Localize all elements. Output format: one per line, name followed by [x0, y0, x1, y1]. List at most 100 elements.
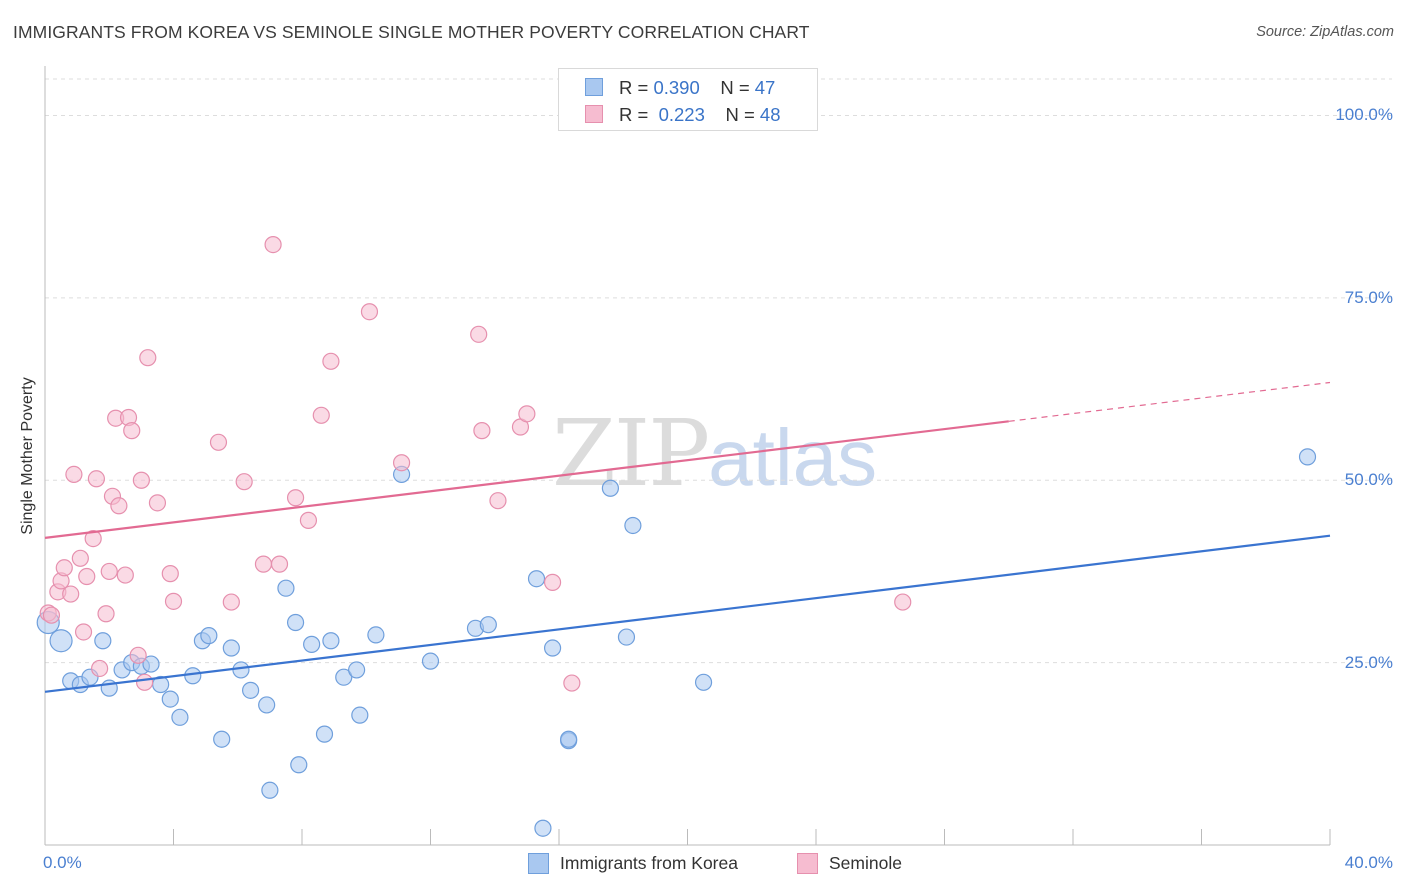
n-value: 48 [759, 104, 781, 125]
point-seminole [473, 422, 491, 440]
trend-line-korea [44, 534, 1331, 693]
point-korea [258, 696, 276, 714]
point-seminole [139, 349, 157, 367]
trend-line-dashed-seminole [1008, 381, 1331, 422]
legend-stats-seminole: R = 0.223 N = 48 [619, 104, 780, 126]
point-seminole [87, 470, 106, 488]
legend-stats-korea: R = 0.390 N = 47 [619, 77, 775, 99]
point-seminole [84, 529, 102, 548]
watermark-atlas: atlas [708, 413, 878, 502]
point-korea [624, 516, 642, 535]
n-label: N = [720, 77, 755, 98]
point-korea [694, 673, 713, 691]
x-tick-label-min: 0.0% [43, 853, 82, 872]
y-tick-label: 50.0% [1344, 470, 1393, 490]
point-korea [543, 639, 562, 657]
point-seminole [563, 674, 581, 692]
trend-line-seminole [44, 420, 1009, 539]
point-seminole [135, 673, 154, 691]
point-korea [277, 579, 295, 597]
r-value: 0.223 [658, 104, 705, 125]
point-seminole [161, 565, 179, 583]
point-korea [303, 635, 321, 653]
point-korea [560, 730, 578, 748]
point-korea [351, 706, 369, 724]
point-korea [367, 626, 385, 644]
point-seminole [62, 585, 80, 603]
chart-title: IMMIGRANTS FROM KOREA VS SEMINOLE SINGLE… [13, 22, 810, 42]
series-legend: Immigrants from Korea Seminole [0, 851, 1406, 877]
watermark-zip: ZIP [552, 400, 710, 507]
point-korea [617, 628, 636, 646]
n-value: 47 [754, 77, 776, 98]
point-seminole [65, 465, 83, 484]
point-korea [1298, 448, 1317, 466]
point-korea [601, 479, 620, 497]
point-korea [94, 632, 112, 650]
point-korea [242, 681, 260, 699]
point-seminole [55, 559, 73, 577]
point-korea [527, 570, 546, 588]
point-korea [290, 756, 308, 774]
legend-label-seminole: Seminole [829, 853, 902, 873]
r-value: 0.390 [653, 77, 700, 98]
point-seminole [254, 555, 273, 573]
point-seminole [222, 593, 240, 611]
point-seminole [129, 646, 147, 664]
point-korea [479, 616, 497, 634]
point-seminole [78, 567, 96, 586]
y-axis-label: Single Mother Poverty [19, 377, 36, 535]
point-korea [232, 661, 250, 679]
correlation-legend: R = 0.390 N = 47 R = 0.223 N = 48 [558, 68, 818, 131]
point-seminole [132, 471, 150, 489]
point-korea [161, 690, 179, 708]
point-seminole [470, 325, 488, 343]
point-korea [171, 708, 189, 726]
r-label: R = [619, 104, 654, 125]
point-seminole [123, 422, 141, 440]
point-korea [286, 613, 305, 632]
point-seminole [74, 623, 93, 641]
point-seminole [110, 497, 128, 515]
point-seminole [91, 659, 109, 678]
r-label: R = [619, 77, 654, 98]
y-tick-label: 25.0% [1344, 652, 1393, 672]
point-seminole [489, 492, 507, 510]
point-seminole [264, 236, 282, 254]
point-korea [534, 819, 552, 837]
point-korea [49, 629, 73, 653]
point-korea [184, 667, 202, 685]
point-seminole [71, 549, 89, 567]
legend-swatch-seminole [797, 853, 818, 874]
point-korea [322, 632, 340, 650]
point-seminole [894, 593, 912, 611]
source-label: Source: ZipAtlas.com [1256, 24, 1394, 40]
point-korea [200, 627, 218, 645]
point-seminole [270, 555, 289, 573]
watermark: ZIPatlas [552, 400, 877, 507]
y-tick-label: 100.0% [1335, 105, 1393, 125]
point-korea [261, 781, 279, 799]
point-seminole [164, 592, 183, 610]
point-seminole [518, 405, 536, 423]
point-seminole [312, 406, 330, 424]
point-seminole [299, 511, 318, 529]
point-seminole [322, 352, 340, 370]
point-seminole [97, 605, 115, 623]
point-korea [222, 639, 240, 657]
point-seminole [209, 433, 228, 451]
point-korea [213, 730, 231, 748]
point-seminole [42, 606, 61, 624]
point-seminole [148, 494, 167, 512]
legend-swatch-korea [528, 853, 549, 874]
point-seminole [543, 573, 562, 591]
point-korea [348, 661, 366, 679]
legend-swatch-korea [585, 78, 603, 96]
point-korea [421, 652, 440, 670]
x-tick-label-max: 40.0% [1344, 853, 1393, 872]
point-seminole [286, 489, 305, 507]
point-korea [315, 725, 334, 743]
point-seminole [392, 454, 411, 472]
y-tick-label: 75.0% [1344, 287, 1393, 307]
